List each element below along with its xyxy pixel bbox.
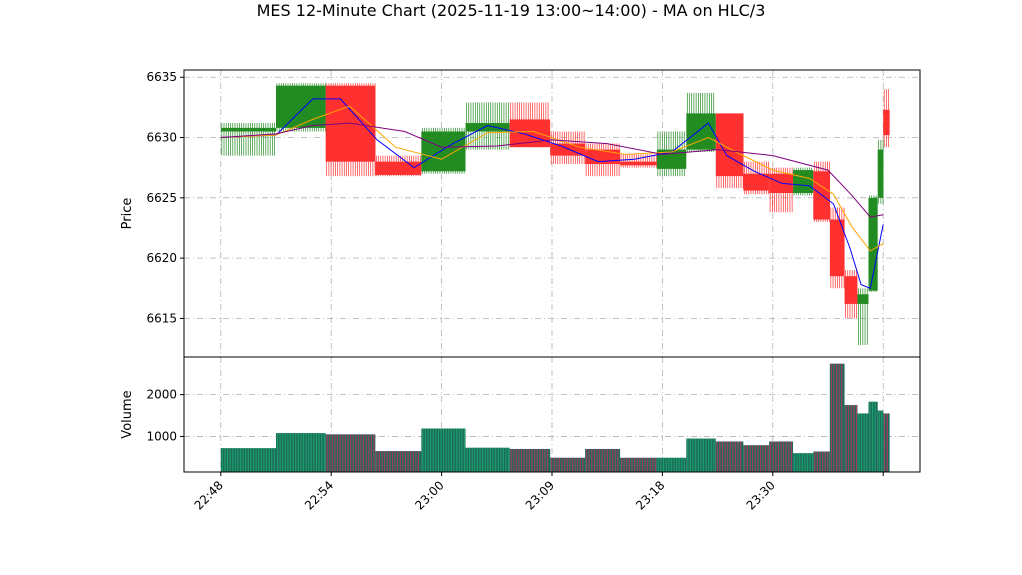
candle: [276, 83, 326, 132]
x-tick-label: 22:54: [302, 478, 336, 512]
candle-body: [844, 276, 858, 304]
candle-body: [585, 149, 621, 165]
candle: [686, 92, 716, 152]
volume-bar: [585, 449, 621, 472]
ma-line: [220, 105, 884, 252]
x-tick-label: 23:09: [523, 478, 557, 512]
price-tick-label: 6625: [146, 191, 177, 205]
candle-body: [686, 113, 716, 150]
volume-axis-label: Volume: [120, 390, 135, 438]
price-panel: 6615 6620 6625 6630 6635 Price: [120, 69, 921, 358]
candle: [829, 207, 845, 289]
volume-bar: [620, 457, 657, 472]
price-tick-label: 6630: [146, 131, 177, 145]
volume-bar-fill: [857, 413, 869, 472]
volume-bar: [656, 457, 687, 472]
candle-body: [868, 197, 878, 291]
price-tick-label: 6620: [146, 251, 177, 265]
price-axis-label: Price: [120, 198, 135, 230]
candle: [857, 288, 869, 345]
price-tick-label: 6615: [146, 311, 177, 325]
ma-line: [220, 122, 884, 218]
candle: [421, 127, 466, 174]
candle-body: [883, 109, 890, 136]
moving-average-lines: [220, 98, 884, 289]
volume-bar: [509, 449, 551, 472]
candle-body: [375, 161, 422, 175]
volume-bar: [465, 447, 510, 472]
volume-bar: [686, 438, 716, 472]
volume-bar: [769, 441, 794, 472]
candle: [844, 270, 858, 319]
candle: [375, 155, 422, 177]
candle: [715, 113, 744, 189]
candle: [813, 161, 831, 222]
volume-bar-fill: [829, 363, 845, 472]
candle-body: [877, 149, 884, 198]
candle-body: [793, 170, 814, 193]
candle: [743, 161, 770, 195]
volume-bar: [829, 363, 845, 472]
volume-bar: [421, 428, 466, 472]
candle-body: [421, 131, 466, 172]
candle: [793, 167, 814, 196]
volume-bar: [793, 453, 814, 472]
price-grid: [184, 70, 920, 357]
volume-bar: [868, 401, 878, 472]
candle: [220, 123, 276, 156]
x-tick-label: 22:48: [192, 478, 226, 512]
volume-bars: [220, 363, 890, 472]
volume-bar-fill: [883, 413, 890, 472]
volume-bar: [844, 405, 858, 472]
volume-panel: 1000 2000 Volume: [120, 356, 921, 473]
candle-body: [743, 173, 770, 191]
candle: [509, 102, 551, 148]
volume-tick-label: 2000: [146, 388, 177, 402]
volume-bar-fill: [620, 457, 657, 472]
chart-title: MES 12-Minute Chart (2025-11-19 13:00~14…: [257, 1, 766, 20]
volume-bar: [743, 445, 770, 472]
volume-bar: [857, 413, 869, 472]
x-tick-label: 23:00: [412, 478, 446, 512]
price-candles: [220, 83, 890, 345]
price-tick-label: 6635: [146, 70, 177, 84]
candle: [620, 154, 657, 168]
volume-bar: [715, 441, 744, 472]
candle-body: [509, 119, 551, 148]
volume-bar: [877, 410, 884, 472]
x-tick-label: 23:18: [633, 478, 667, 512]
candle-body: [620, 161, 657, 166]
volume-bar: [375, 451, 422, 472]
candle: [868, 195, 878, 292]
volume-y-ticks: 1000 2000: [146, 388, 184, 443]
volume-bar: [325, 434, 376, 472]
volume-tick-label: 1000: [146, 429, 177, 443]
candle: [465, 102, 510, 150]
candle-body: [220, 127, 276, 132]
candle-body: [715, 113, 744, 177]
candle-body: [829, 219, 845, 277]
candle: [550, 131, 586, 165]
ma-line: [220, 98, 884, 289]
candle-body: [465, 123, 510, 132]
volume-bar-fill: [877, 410, 884, 472]
volume-bar: [550, 457, 586, 472]
candle: [877, 139, 884, 204]
candle-body: [857, 294, 869, 304]
candle-body: [276, 85, 326, 128]
volume-bar: [813, 451, 830, 472]
volume-bar: [276, 433, 326, 472]
candle: [883, 89, 890, 148]
price-y-ticks: 6615 6620 6625 6630 6635: [146, 70, 184, 325]
x-axis-ticks: 22:48 22:54 23:00 23:09 23:18 23:30: [192, 472, 884, 513]
volume-bar-fill: [793, 453, 814, 472]
volume-bar: [883, 413, 890, 472]
volume-bar: [220, 448, 276, 472]
x-tick-label: 23:30: [744, 478, 778, 512]
